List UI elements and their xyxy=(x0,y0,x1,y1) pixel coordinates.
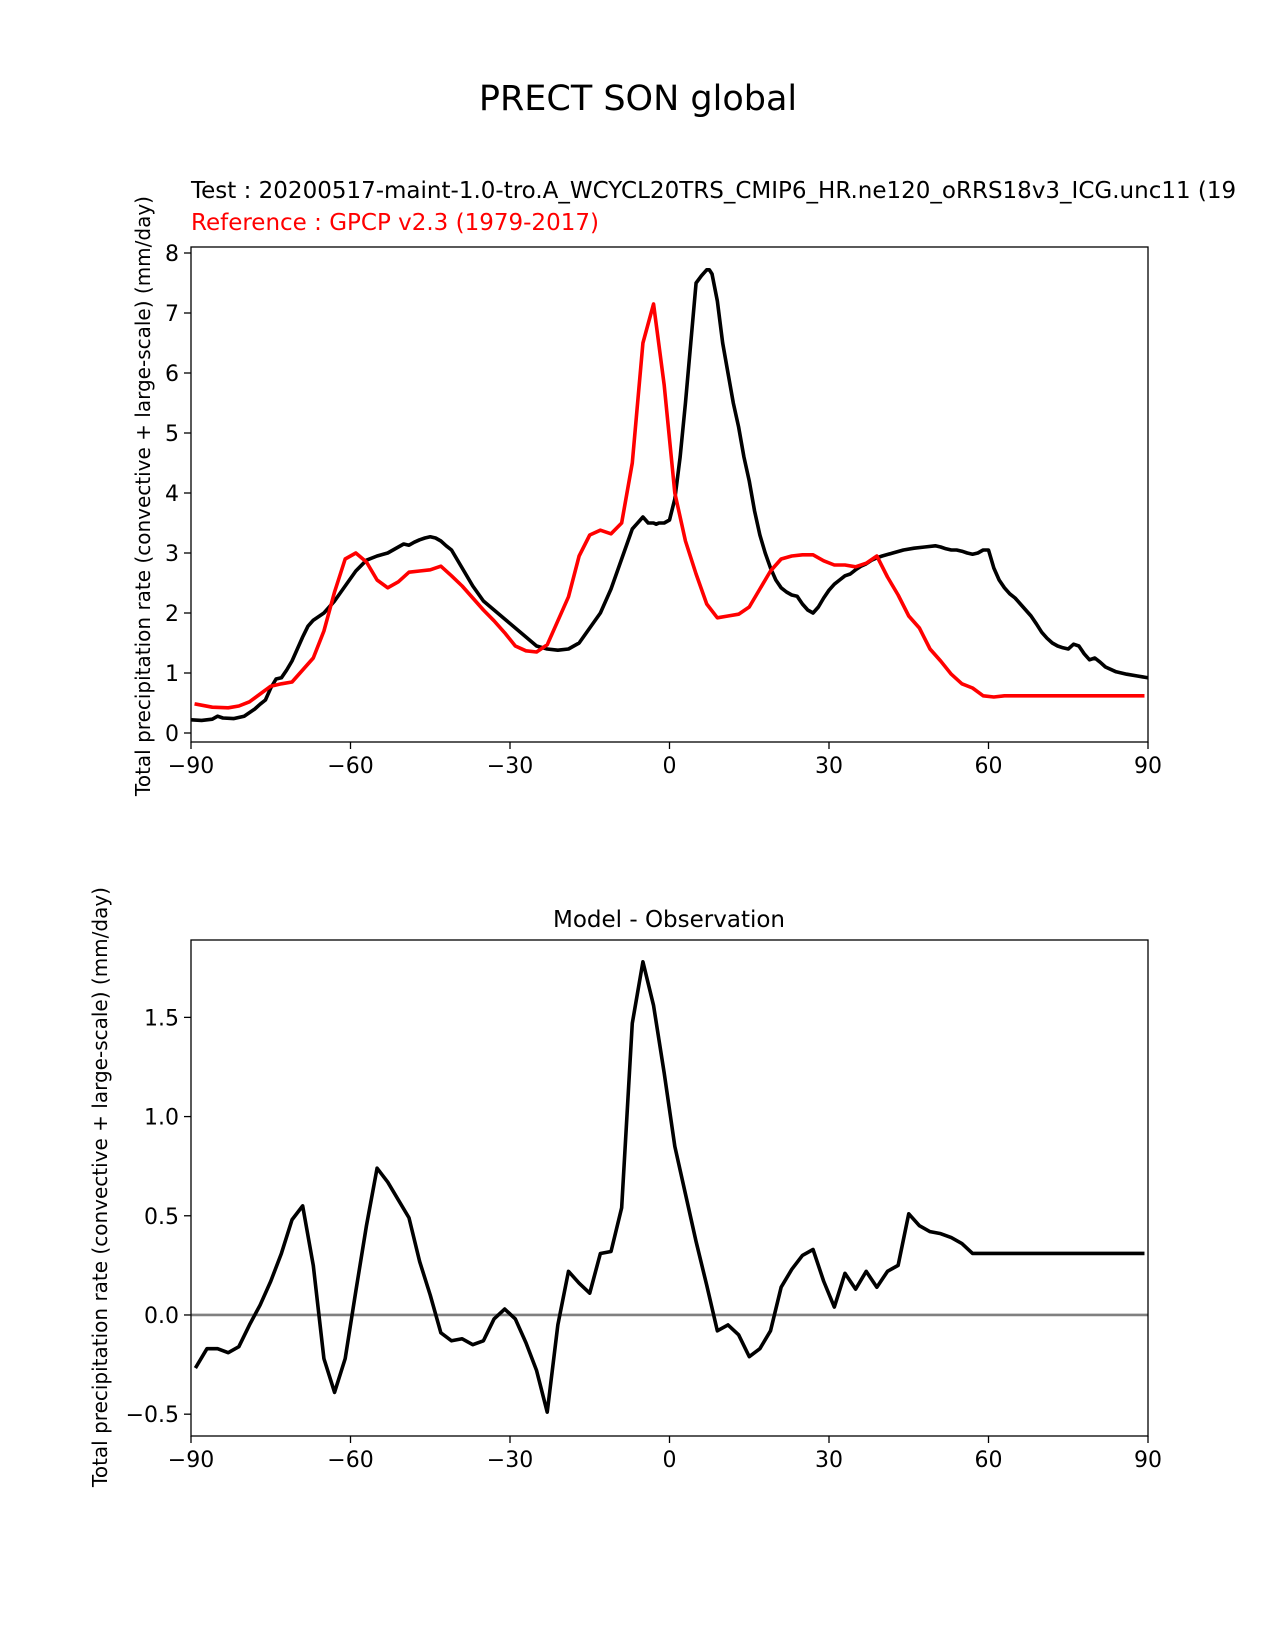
bottom-plot-area: −90 −60 −30 0 30 60 90 −0.5 0.0 0.5 1.0 1.5 xyxy=(126,939,1162,1473)
x-tick-label: 30 xyxy=(815,1448,843,1473)
y-tick-label: 2 xyxy=(165,602,179,627)
x-tick-label: 90 xyxy=(1134,1448,1162,1473)
bottom-panel: Model - Observation Total precipitation … xyxy=(88,887,1162,1488)
y-tick-label: 5 xyxy=(165,422,179,447)
x-tick-label: 0 xyxy=(663,754,677,779)
y-tick-label: 6 xyxy=(165,362,179,387)
x-tick-label: −60 xyxy=(327,1448,373,1473)
x-tick-label: −30 xyxy=(487,754,533,779)
y-tick-label: 0.5 xyxy=(144,1205,179,1230)
y-tick-label: 7 xyxy=(165,302,179,327)
x-tick-label: −90 xyxy=(168,754,214,779)
x-tick-label: 90 xyxy=(1134,754,1162,779)
y-tick-label: 1 xyxy=(165,662,179,687)
x-tick-label: −30 xyxy=(487,1448,533,1473)
x-tick-label: 60 xyxy=(975,754,1003,779)
top-ylabel: Total precipitation rate (convective + l… xyxy=(131,196,155,797)
bottom-title: Model - Observation xyxy=(553,907,785,933)
test-label: Test : 20200517-maint-1.0-tro.A_WCYCL20T… xyxy=(190,178,1236,204)
y-tick-label: 3 xyxy=(165,542,179,567)
y-tick-label: 1.0 xyxy=(144,1106,179,1131)
figure-suptitle: PRECT SON global xyxy=(479,79,797,119)
y-tick-label: −0.5 xyxy=(126,1403,179,1428)
x-tick-label: −60 xyxy=(327,754,373,779)
difference-series-line xyxy=(193,960,1145,1414)
y-tick-label: 0.0 xyxy=(144,1304,179,1329)
test-series-line xyxy=(191,267,1148,723)
top-plot-area: −90 −60 −30 0 30 60 90 0 1 2 3 4 5 6 7 8 xyxy=(165,242,1162,779)
x-tick-label: 0 xyxy=(663,1448,677,1473)
x-tick-label: 30 xyxy=(815,754,843,779)
reference-series-line xyxy=(194,302,1145,710)
y-tick-label: 0 xyxy=(165,722,179,747)
y-tick-label: 1.5 xyxy=(144,1006,179,1031)
y-tick-label: 8 xyxy=(165,242,179,267)
x-tick-label: 60 xyxy=(975,1448,1003,1473)
reference-label: Reference : GPCP v2.3 (1979-2017) xyxy=(191,210,599,236)
top-panel: Test : 20200517-maint-1.0-tro.A_WCYCL20T… xyxy=(131,178,1236,797)
bottom-ylabel: Total precipitation rate (convective + l… xyxy=(88,887,112,1488)
x-tick-label: −90 xyxy=(168,1448,214,1473)
y-tick-label: 4 xyxy=(165,482,179,507)
